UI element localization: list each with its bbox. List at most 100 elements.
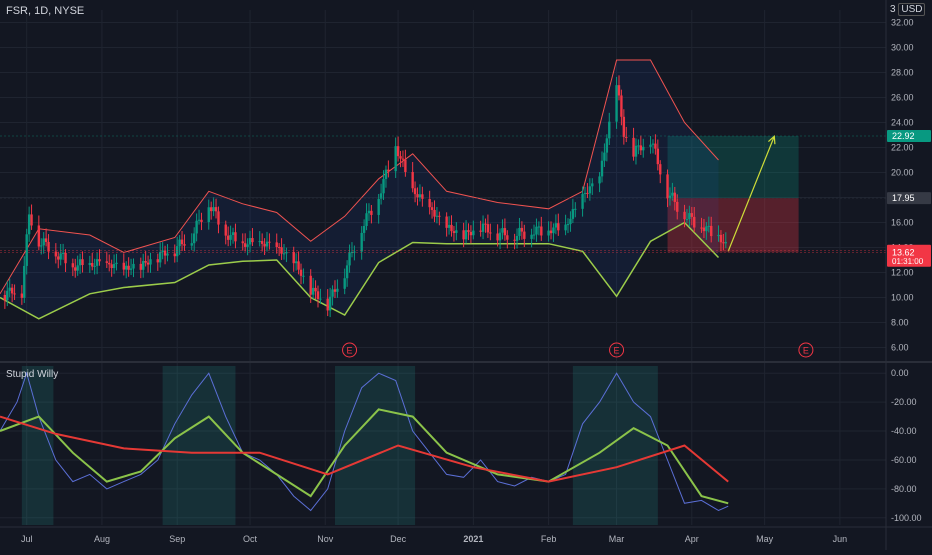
osc-tick-label: -100.00	[891, 513, 922, 523]
price-tick-label: 24.00	[891, 118, 914, 128]
candle-body	[309, 275, 312, 295]
candle-body	[379, 193, 383, 199]
candle-body	[532, 234, 536, 236]
candle	[486, 214, 490, 238]
time-tick-label: Jul	[21, 534, 33, 544]
candle	[649, 136, 652, 154]
candle	[173, 244, 176, 263]
candle-body	[685, 219, 689, 221]
candle-body	[433, 209, 436, 217]
candle	[591, 178, 594, 195]
candle-body	[142, 261, 145, 270]
candle	[452, 226, 456, 242]
candle-body	[348, 252, 351, 266]
candle	[129, 258, 133, 276]
lower-band-line	[0, 221, 720, 320]
candle	[360, 226, 363, 260]
candle-body	[571, 209, 575, 219]
candle	[489, 223, 492, 241]
candle	[78, 253, 82, 274]
candle-body	[40, 245, 43, 247]
candle	[149, 252, 152, 273]
candle-body	[13, 293, 16, 295]
candle	[710, 216, 713, 243]
time-tick-label: 2021	[463, 534, 483, 544]
candle-body	[496, 233, 499, 241]
candle-body	[564, 224, 567, 231]
earnings-marker[interactable]: E	[342, 342, 358, 358]
candle	[447, 216, 451, 235]
candle-body	[110, 264, 113, 269]
candle	[693, 206, 696, 233]
candle-body	[246, 244, 249, 247]
candle	[676, 194, 679, 220]
candle	[537, 221, 541, 236]
candle	[268, 233, 271, 250]
candle	[302, 268, 305, 284]
candle-body	[350, 251, 354, 253]
candle-body	[159, 252, 162, 263]
earnings-marker[interactable]: E	[609, 342, 625, 358]
candle-body	[81, 259, 84, 266]
candle	[479, 220, 482, 237]
candle-body	[125, 265, 128, 270]
price-tick-label: 20.00	[891, 168, 914, 178]
currency-label: USD	[898, 3, 926, 16]
candle	[367, 203, 371, 221]
candle-body	[518, 227, 521, 236]
candle-body	[600, 160, 604, 177]
candle-body	[554, 223, 558, 228]
candle-body	[59, 253, 62, 260]
price-tick-label: 16.00	[891, 218, 914, 228]
candle	[30, 204, 33, 230]
candle-body	[693, 216, 696, 228]
candle-body	[328, 296, 332, 311]
candle	[316, 285, 320, 308]
earnings-marker[interactable]: E	[798, 342, 814, 358]
candle	[224, 220, 227, 245]
candle	[622, 109, 626, 145]
candle-body	[452, 231, 456, 233]
candle-body	[214, 207, 218, 212]
candle	[207, 199, 210, 230]
candle-body	[605, 138, 609, 153]
candle-body	[617, 85, 621, 96]
price-axis-label: 13.62	[887, 246, 931, 259]
price-axis-label-bg	[887, 192, 931, 205]
candle	[146, 255, 150, 273]
candle	[37, 215, 41, 251]
candle	[115, 253, 118, 271]
price-tick-label: 32.00	[891, 18, 914, 28]
candle	[379, 183, 383, 205]
price-tick-label: 12.00	[891, 268, 914, 278]
candle-body	[438, 215, 441, 217]
candle-body	[180, 239, 184, 245]
candle-body	[530, 234, 533, 239]
candle	[421, 186, 424, 207]
candle	[671, 182, 674, 201]
candle-body	[581, 193, 584, 209]
candle	[345, 260, 349, 287]
candle-body	[702, 227, 706, 232]
candle	[413, 181, 417, 203]
candle	[620, 89, 623, 126]
candle-body	[105, 261, 109, 263]
candle	[260, 233, 264, 252]
candle	[59, 243, 62, 266]
candle-body	[44, 238, 48, 242]
candle-body	[64, 252, 67, 264]
candle-body	[367, 210, 371, 214]
candle	[8, 278, 11, 298]
candle	[122, 253, 125, 276]
candle	[700, 217, 703, 233]
price-tick-label: 6.00	[891, 343, 909, 353]
candle-body	[634, 145, 638, 157]
currency-badge[interactable]: 3 USD	[890, 3, 926, 16]
candle	[331, 285, 334, 306]
time-tick-label: Apr	[685, 534, 699, 544]
candle	[637, 139, 640, 155]
candle-body	[401, 158, 405, 160]
candle-body	[195, 220, 198, 234]
candle	[617, 75, 621, 101]
